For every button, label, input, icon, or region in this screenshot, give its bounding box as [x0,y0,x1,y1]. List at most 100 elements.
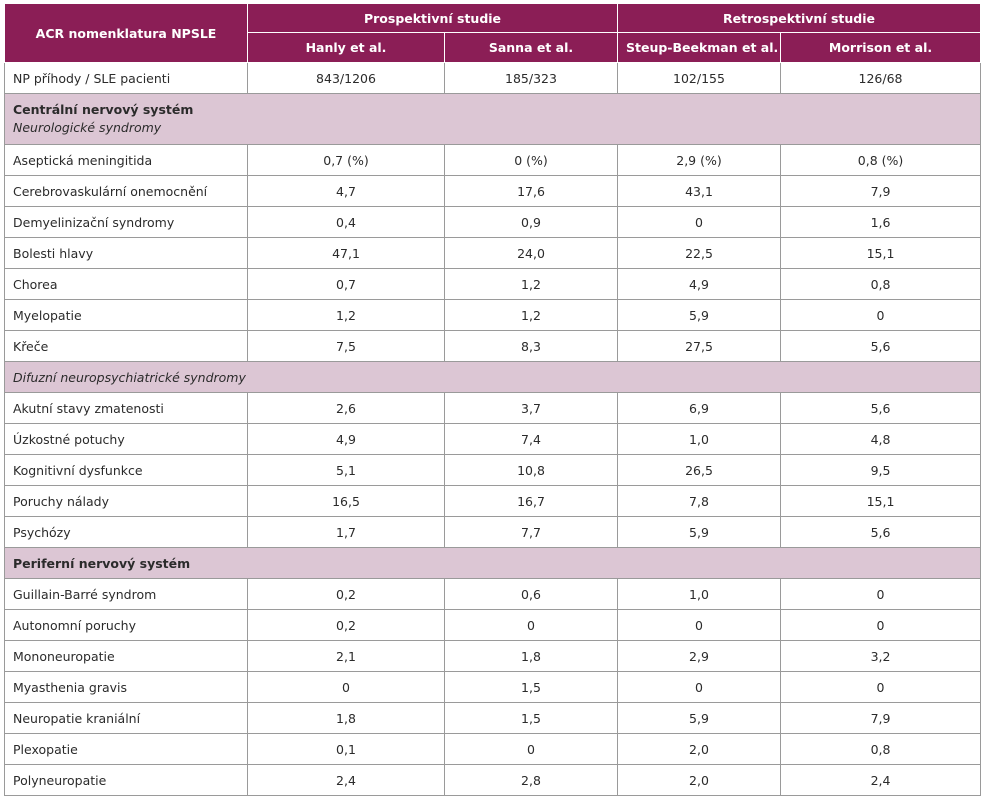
table-row: Aseptická meningitida 0,7 (%) 0 (%) 2,9 (%)… [4,144,982,176]
value-cell: 27,5 [617,330,781,362]
row-label: Plexopatie [4,733,248,765]
subsection-title: Difuzní neuropsychiatrické syndromy [13,369,246,385]
row-label: Neuropatie kraniální [4,702,248,734]
value-cell: 2,6 [247,392,445,424]
table-row: Poruchy nálady 16,5 16,7 7,8 15,1 [4,485,982,517]
section-row: Centrální nervový systém Neurologické syn… [3,93,982,145]
value-cell: 0 [617,609,781,641]
value-cell: 2,9 [617,640,781,672]
value-cell: 3,2 [779,640,982,672]
value-cell: 126/68 [779,62,982,94]
value-cell: 0,4 [247,206,445,238]
section-title: Periferní nervový systém [13,555,191,571]
value-cell: 4,8 [779,423,982,455]
value-cell: 0,6 [444,578,618,610]
value-cell: 1,2 [444,299,618,331]
value-cell: 0,7 [247,268,445,300]
value-cell: 2,9 (%) [617,144,781,176]
value-cell: 1,8 [444,640,618,672]
value-cell: 26,5 [617,454,781,486]
row-label: Autonomní poruchy [4,609,248,641]
row-label: Polyneuropatie [4,764,248,796]
value-cell: 7,7 [444,516,618,548]
value-cell: 1,2 [444,268,618,300]
row-label: NP příhody / SLE pacienti [4,62,248,94]
row-label: Mononeuropatie [4,640,248,672]
value-cell: 6,9 [617,392,781,424]
row-label: Křeče [4,330,248,362]
row-label: Aseptická meningitida [4,144,248,176]
value-cell: 5,9 [617,299,781,331]
table-row: Křeče 7,5 8,3 27,5 5,6 [4,330,982,362]
section-subtitle: Neurologické syndromy [13,120,162,135]
value-cell: 0 (%) [444,144,618,176]
value-cell: 843/1206 [247,62,445,94]
value-cell: 2,4 [779,764,982,796]
value-cell: 0,8 [779,268,982,300]
value-cell: 7,5 [247,330,445,362]
table-row: Polyneuropatie 2,4 2,8 2,0 2,4 [4,764,982,796]
value-cell: 5,6 [779,392,982,424]
row-label: Úzkostné potuchy [4,423,248,455]
value-cell: 2,8 [444,764,618,796]
table-row: Demyelinizační syndromy 0,4 0,9 0 1,6 [4,206,982,238]
corner-header: ACR nomenklatura NPSLE [4,3,248,63]
table-row: Guillain-Barré syndrom 0,2 0,6 1,0 0 [4,578,982,610]
value-cell: 22,5 [617,237,781,269]
value-cell: 7,8 [617,485,781,517]
value-cell: 16,5 [247,485,445,517]
value-cell: 17,6 [444,175,618,207]
value-cell: 2,0 [617,764,781,796]
value-cell: 43,1 [617,175,781,207]
value-cell: 8,3 [444,330,618,362]
value-cell: 1,8 [247,702,445,734]
value-cell: 5,9 [617,516,781,548]
value-cell: 16,7 [444,485,618,517]
value-cell: 1,5 [444,702,618,734]
subsection-row: Difuzní neuropsychiatrické syndromy [3,361,982,393]
value-cell: 0,9 [444,206,618,238]
group-header-prospective: Prospektivní studie [247,3,618,33]
value-cell: 1,0 [617,423,781,455]
table-header: ACR nomenklatura NPSLE Prospektivní stud… [4,3,982,63]
value-cell: 0,8 [779,733,982,765]
value-cell: 4,9 [617,268,781,300]
value-cell: 1,7 [247,516,445,548]
row-label: Akutní stavy zmatenosti [4,392,248,424]
value-cell: 0,1 [247,733,445,765]
value-cell: 102/155 [617,62,781,94]
table-row: Cerebrovaskulární onemocnění 4,7 17,6 43,1 7… [4,175,982,207]
value-cell: 5,6 [779,330,982,362]
value-cell: 15,1 [779,237,982,269]
row-label: Guillain-Barré syndrom [4,578,248,610]
group-header-retrospective: Retrospektivní studie [616,3,982,33]
table-row: Kognitivní dysfunkce 5,1 10,8 26,5 9,5 [4,454,982,486]
table-row: NP příhody / SLE pacienti 843/1206 185/323… [4,62,982,94]
section-row: Periferní nervový systém [3,547,982,579]
table-body: NP příhody / SLE pacienti 843/1206 185/323… [3,62,982,796]
row-label: Bolesti hlavy [4,237,248,269]
value-cell: 0 [247,671,445,703]
npsle-table: ACR nomenklatura NPSLE Prospektivní stud… [3,3,982,796]
table-row: Neuropatie kraniální 1,8 1,5 5,9 7,9 [4,702,982,734]
value-cell: 24,0 [444,237,618,269]
value-cell: 0 [779,299,982,331]
row-label: Demyelinizační syndromy [4,206,248,238]
table-row: Chorea 0,7 1,2 4,9 0,8 [4,268,982,300]
value-cell: 15,1 [779,485,982,517]
value-cell: 7,9 [779,702,982,734]
value-cell: 1,2 [247,299,445,331]
value-cell: 2,1 [247,640,445,672]
row-label: Myasthenia gravis [4,671,248,703]
value-cell: 4,7 [247,175,445,207]
column-header: Morrison et al. [779,32,982,63]
value-cell: 5,9 [617,702,781,734]
value-cell: 0 [779,578,982,610]
value-cell: 0 [444,609,618,641]
value-cell: 0 [779,609,982,641]
table-row: Psychózy 1,7 7,7 5,9 5,6 [4,516,982,548]
table-row: Myelopatie 1,2 1,2 5,9 0 [4,299,982,331]
row-label: Cerebrovaskulární onemocnění [4,175,248,207]
row-label: Psychózy [4,516,248,548]
table-row: Úzkostné potuchy 4,9 7,4 1,0 4,8 [4,423,982,455]
